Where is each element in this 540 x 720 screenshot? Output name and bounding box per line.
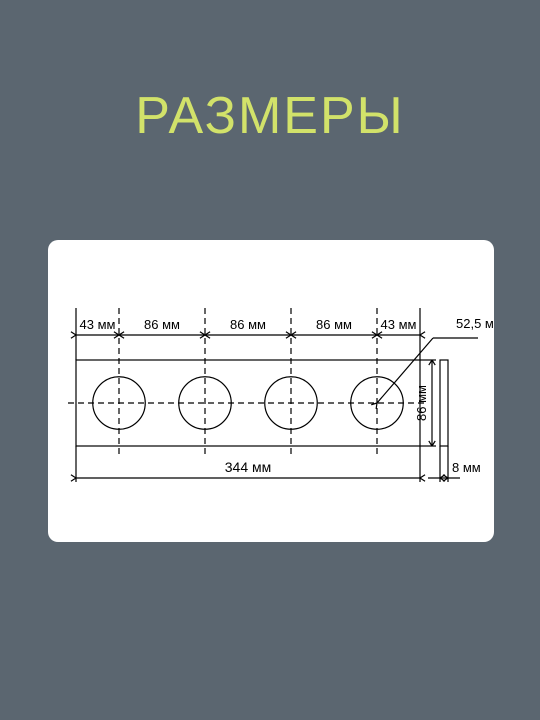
svg-text:86 мм: 86 мм [230, 317, 266, 332]
svg-text:86 мм: 86 мм [316, 317, 352, 332]
page-title: РАЗМЕРЫ [0, 86, 540, 146]
page: РАЗМЕРЫ 43 мм 86 мм 86 мм 86 мм 43 мм 52,5 мм… [0, 0, 540, 720]
svg-text:52,5 мм: 52,5 мм [456, 316, 494, 331]
dimension-diagram: 43 мм 86 мм 86 мм 86 мм 43 мм 52,5 мм 86 мм 344… [48, 240, 494, 542]
svg-text:8 мм: 8 мм [452, 460, 481, 475]
svg-text:86 мм: 86 мм [144, 317, 180, 332]
svg-text:86 мм: 86 мм [414, 385, 429, 421]
diagram-card: 43 мм 86 мм 86 мм 86 мм 43 мм 52,5 мм 86 мм 344… [48, 240, 494, 542]
svg-text:43 мм: 43 мм [381, 317, 417, 332]
svg-text:344 мм: 344 мм [225, 459, 272, 475]
svg-text:43 мм: 43 мм [80, 317, 116, 332]
